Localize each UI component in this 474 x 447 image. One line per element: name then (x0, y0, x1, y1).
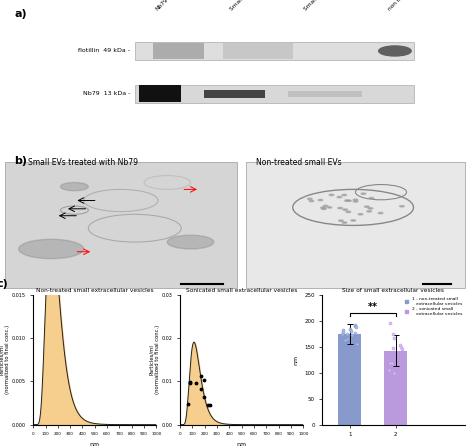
Point (338, 330, 346, 337)
Bar (384, 350, 407, 425)
Circle shape (358, 214, 363, 215)
Bar (139, 85, 181, 102)
Circle shape (379, 46, 411, 56)
Point (348, 332, 356, 339)
Text: a): a) (14, 9, 27, 19)
Point (197, 373, 205, 380)
Point (347, 327, 355, 334)
Circle shape (329, 194, 334, 196)
Circle shape (361, 193, 366, 194)
Bar (5, 162, 237, 288)
Text: b): b) (14, 156, 27, 166)
Point (352, 329, 359, 337)
Point (390, 370, 398, 377)
Circle shape (320, 207, 325, 208)
Point (353, 341, 360, 348)
Circle shape (327, 207, 332, 208)
Point (186, 379, 194, 386)
Circle shape (378, 212, 383, 214)
X-axis label: nm: nm (90, 442, 100, 447)
Point (343, 335, 350, 342)
Bar (338, 334, 361, 425)
Point (186, 379, 194, 386)
Point (386, 320, 394, 327)
Circle shape (337, 196, 342, 198)
Bar (154, 43, 204, 59)
Point (184, 400, 191, 407)
Text: Non-treated small EVs: Non-treated small EVs (255, 157, 341, 167)
Circle shape (367, 211, 372, 212)
Circle shape (321, 208, 326, 210)
Circle shape (369, 198, 374, 199)
Text: Small EVs + PK + Trit: Small EVs + PK + Trit (303, 0, 351, 12)
Circle shape (342, 194, 346, 196)
Circle shape (61, 182, 88, 191)
Text: non treated small EVs: non treated small EVs (387, 0, 436, 12)
Title: Sonicated small extracellular vesicles: Sonicated small extracellular vesicles (186, 288, 297, 293)
Legend: 1 - non-treated small
   extracellular vesicles, 2 - sonicated small
   extracel: 1 - non-treated small extracellular vesi… (405, 297, 462, 316)
Circle shape (343, 209, 347, 211)
Title: Non-treated small extracellular vesicles: Non-treated small extracellular vesicles (36, 288, 154, 293)
Y-axis label: nm: nm (293, 355, 299, 365)
Point (390, 344, 397, 351)
Point (390, 334, 398, 341)
Circle shape (400, 206, 404, 207)
Point (351, 321, 359, 329)
Point (385, 367, 393, 374)
Bar (288, 91, 363, 97)
Circle shape (345, 200, 349, 201)
Point (341, 337, 349, 344)
Text: c): c) (0, 279, 8, 290)
Circle shape (365, 206, 369, 207)
Point (200, 394, 208, 401)
Point (389, 360, 396, 367)
Bar (204, 90, 265, 98)
Text: Nb79  13 kDa -: Nb79 13 kDa - (83, 91, 130, 96)
Point (206, 401, 213, 409)
Point (398, 346, 406, 353)
Point (351, 322, 359, 329)
Title: Size of small extracellular vesicles: Size of small extracellular vesicles (342, 288, 445, 293)
Circle shape (346, 211, 351, 213)
Circle shape (18, 239, 84, 259)
Point (340, 329, 347, 336)
Circle shape (338, 220, 343, 221)
Bar (135, 84, 413, 103)
Bar (223, 43, 293, 59)
Point (204, 402, 211, 409)
Circle shape (368, 208, 373, 209)
Circle shape (342, 222, 347, 224)
Text: flotillin  49 kDa -: flotillin 49 kDa - (78, 48, 130, 53)
Text: **: ** (368, 302, 378, 312)
Circle shape (351, 220, 356, 221)
Point (389, 330, 397, 337)
Y-axis label: Particles/ml
(normalized to final conc.): Particles/ml (normalized to final conc.) (0, 325, 10, 394)
Circle shape (318, 199, 323, 201)
Point (352, 323, 359, 330)
Text: Small EVs + PK: Small EVs + PK (229, 0, 264, 12)
Bar (135, 42, 413, 60)
Circle shape (323, 205, 328, 207)
Text: Small EVs treated with Nb79: Small EVs treated with Nb79 (28, 157, 138, 167)
Circle shape (308, 198, 312, 199)
Point (397, 344, 405, 351)
Circle shape (353, 201, 358, 202)
Point (386, 359, 394, 367)
Circle shape (338, 207, 342, 209)
Circle shape (167, 235, 214, 249)
Text: Nb79: Nb79 (155, 0, 169, 12)
Point (197, 385, 205, 392)
Point (396, 342, 404, 349)
Point (339, 326, 347, 333)
Point (346, 325, 354, 333)
Point (201, 376, 208, 384)
Circle shape (353, 199, 358, 200)
Y-axis label: Particles/ml
(normalized to final conc.): Particles/ml (normalized to final conc.) (149, 325, 160, 394)
Bar (246, 162, 465, 288)
Circle shape (309, 200, 314, 202)
Point (191, 379, 199, 386)
Point (343, 330, 351, 337)
Circle shape (346, 200, 351, 202)
X-axis label: nm: nm (237, 442, 247, 447)
